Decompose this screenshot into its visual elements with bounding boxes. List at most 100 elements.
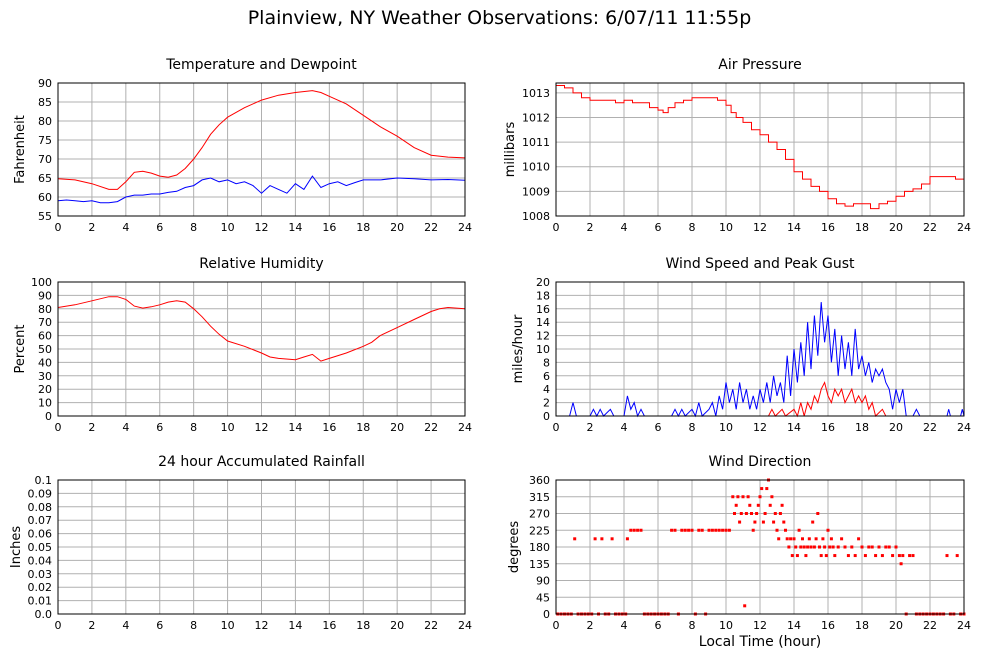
plot-frame: [555, 82, 965, 217]
x-tick-label: 8: [190, 421, 197, 434]
x-tick-label: 8: [689, 221, 696, 234]
data-point: [733, 512, 736, 515]
y-tick-label: 90: [536, 575, 550, 588]
data-point: [789, 537, 793, 541]
data-point: [687, 528, 691, 532]
chart-temperature-dewpoint: 0 2 4 6 8 10 12 14 16 18 20 22 245560657075808590Tem…: [13, 57, 472, 234]
data-point: [765, 487, 769, 491]
data-point: [799, 545, 803, 549]
data-point: [792, 537, 796, 541]
x-tick-label: 12: [255, 619, 269, 632]
data-point: [945, 554, 949, 558]
y-tick-label: 8: [543, 356, 550, 369]
x-tick-label: 6: [655, 221, 662, 234]
x-tick-label: 14: [288, 221, 302, 234]
data-point: [870, 545, 874, 549]
y-tick-label: 0: [543, 608, 550, 621]
x-axis-label: Local Time (hour): [698, 634, 822, 650]
y-tick-label: 0: [45, 410, 52, 423]
y-tick-label: 85: [38, 96, 52, 109]
chart-accumulated-rainfall: 0 2 4 6 8 10 12 14 16 18 20 22 240.00.010.020.030.04…: [9, 454, 472, 632]
x-tick-label: 0: [553, 421, 560, 434]
x-tick-label: 8: [190, 221, 197, 234]
x-tick-label: 0: [55, 421, 62, 434]
data-point: [741, 495, 745, 499]
chart-relative-humidity: 0 2 4 6 8 10 12 14 16 18 20 22 240102030405060708090…: [13, 256, 472, 434]
data-point: [573, 537, 577, 541]
y-tick-label: 10: [38, 397, 52, 410]
data-point: [790, 554, 794, 558]
data-point: [707, 528, 711, 532]
data-point: [891, 554, 895, 558]
data-point: [802, 545, 806, 549]
data-point: [877, 545, 881, 549]
data-point: [629, 528, 633, 532]
y-tick-label: 0.02: [28, 581, 53, 594]
x-tick-label: 22: [424, 619, 438, 632]
data-point: [899, 562, 903, 566]
y-tick-label: 30: [38, 370, 52, 383]
y-axis-label: Percent: [13, 325, 28, 374]
y-tick-label: 60: [38, 330, 52, 343]
chart-title: Wind Direction: [709, 454, 812, 470]
data-point: [772, 520, 776, 524]
data-point: [860, 545, 864, 549]
x-tick-label: 14: [787, 421, 801, 434]
data-point: [739, 512, 743, 515]
y-tick-label: 40: [38, 356, 52, 369]
data-point: [670, 528, 674, 532]
x-tick-label: 8: [689, 421, 696, 434]
x-tick-label: 4: [122, 221, 129, 234]
y-tick-label: 70: [38, 316, 52, 329]
data-point: [782, 520, 786, 524]
data-point: [812, 545, 816, 549]
x-tick-label: 2: [88, 421, 95, 434]
plot-frame: [57, 281, 466, 417]
data-point: [753, 520, 757, 524]
data-point: [836, 545, 840, 549]
x-tick-label: 10: [221, 619, 235, 632]
data-point: [811, 520, 815, 524]
data-point: [778, 512, 782, 515]
x-tick-label: 16: [322, 619, 336, 632]
x-tick-label: 0: [553, 221, 560, 234]
data-point: [731, 495, 735, 499]
page-title: Plainview, NY Weather Observations: 6/07…: [247, 7, 752, 29]
series-line-0: [57, 296, 466, 362]
y-tick-label: 0.01: [28, 595, 53, 608]
y-tick-label: 90: [38, 289, 52, 302]
series-line-0: [556, 85, 964, 210]
x-tick-label: 16: [821, 619, 835, 632]
chart-title: Relative Humidity: [199, 256, 323, 272]
series-line-1: [556, 381, 964, 418]
plot-frame: [555, 479, 965, 615]
x-tick-label: 14: [787, 221, 801, 234]
data-point: [785, 537, 789, 541]
y-tick-label: 0.05: [28, 541, 53, 554]
x-tick-label: 2: [587, 421, 594, 434]
data-point: [806, 545, 810, 549]
x-tick-label: 20: [889, 421, 903, 434]
y-tick-label: 6: [543, 370, 550, 383]
y-tick-label: 1008: [522, 210, 550, 223]
x-tick-label: 16: [322, 221, 336, 234]
data-point: [887, 545, 891, 549]
data-point: [794, 545, 798, 549]
x-tick-label: 22: [923, 221, 937, 234]
series-line-0: [556, 302, 965, 418]
x-tick-label: 2: [88, 221, 95, 234]
data-point: [807, 537, 811, 541]
y-tick-label: 14: [536, 316, 550, 329]
y-tick-label: 80: [38, 303, 52, 316]
x-tick-label: 8: [689, 619, 696, 632]
data-point: [600, 537, 604, 541]
x-tick-label: 20: [390, 221, 404, 234]
x-tick-label: 4: [122, 421, 129, 434]
data-point: [863, 554, 867, 558]
y-axis-label: Inches: [9, 526, 24, 568]
data-point: [734, 503, 738, 507]
data-point: [593, 537, 597, 541]
x-tick-label: 20: [889, 619, 903, 632]
x-tick-label: 8: [190, 619, 197, 632]
y-tick-label: 0.07: [28, 514, 53, 527]
